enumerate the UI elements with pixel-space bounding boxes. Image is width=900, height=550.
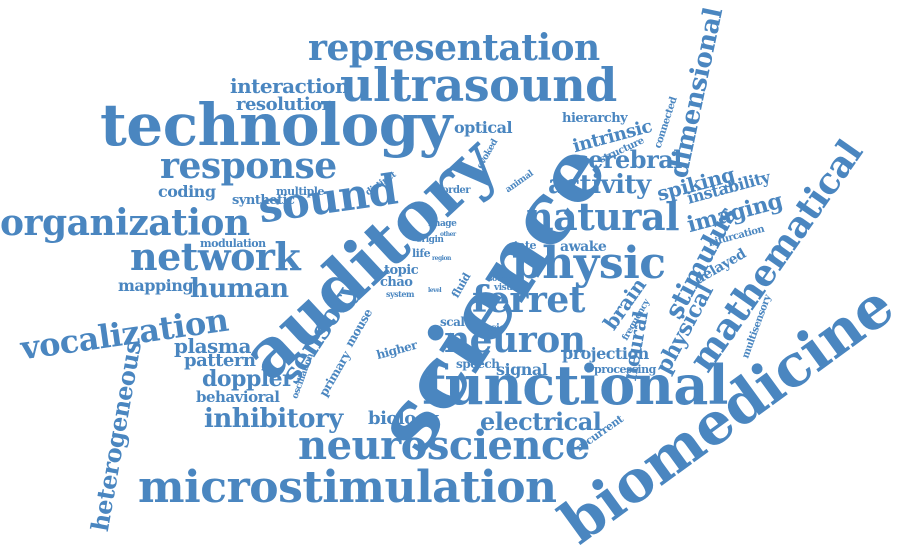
word-behavioral: behavioral: [196, 388, 280, 406]
word-electrical: electrical: [480, 407, 602, 436]
word-interaction: interaction: [230, 74, 350, 98]
word-coding: coding: [158, 182, 216, 201]
word-natural: natural: [526, 194, 680, 239]
word-biology: biology: [368, 408, 438, 429]
word-chao: chao: [380, 275, 413, 290]
word-doppler: doppler: [202, 366, 294, 392]
word-neuroscience: neuroscience: [298, 422, 590, 469]
word-functional: functional: [422, 353, 728, 417]
word-ferret: ferret: [472, 279, 585, 321]
word-pattern: pattern: [184, 350, 256, 371]
word-human: human: [190, 274, 289, 304]
word-modulation: modulation: [200, 237, 266, 250]
word-state: state: [508, 239, 536, 252]
word-heterogeneous: heterogeneous: [84, 338, 148, 534]
word-physic: physic: [512, 238, 666, 289]
word-synthetic: synthetic: [232, 193, 295, 208]
word-signal: signal: [496, 360, 548, 379]
word-other: other: [440, 231, 456, 238]
word-order: order: [442, 185, 471, 196]
word-inhibitory: inhibitory: [204, 404, 343, 434]
word-projection: projection: [562, 344, 649, 363]
word-awake: awake: [560, 239, 607, 255]
word-life: life: [412, 247, 431, 260]
word-image: image: [428, 219, 457, 229]
word-activity: activity: [548, 170, 651, 200]
word-microstimulation: microstimulation: [138, 462, 557, 513]
word-optical: optical: [454, 118, 513, 137]
word-music: music: [474, 323, 505, 334]
word-system: system: [386, 289, 414, 299]
word-network: network: [130, 234, 301, 279]
word-representation: representation: [308, 27, 600, 69]
word-mapping: mapping: [118, 276, 194, 295]
word-topic: topic: [384, 263, 419, 278]
word-visual: visual: [494, 283, 521, 293]
word-level: level: [428, 287, 442, 294]
word-region: region: [432, 255, 451, 262]
word-resolution: resolution: [236, 94, 335, 115]
word-plasma: plasma: [174, 334, 251, 358]
word-ultrasound: ultrasound: [340, 58, 617, 112]
word-hierarchy: hierarchy: [562, 111, 628, 126]
word-scale: scale: [440, 315, 472, 329]
word-source: source: [488, 273, 515, 283]
word-organization: organization: [0, 202, 250, 244]
word-neuron: neuron: [444, 319, 586, 361]
word-speech: speech: [456, 357, 500, 371]
word-cerebral: cerebral: [574, 145, 682, 174]
word-response: response: [160, 145, 337, 187]
word-multiple: multiple: [276, 185, 324, 198]
word-technology: technology: [100, 91, 453, 159]
word-processing: processing: [594, 363, 656, 376]
word-origin: origin: [416, 235, 444, 245]
